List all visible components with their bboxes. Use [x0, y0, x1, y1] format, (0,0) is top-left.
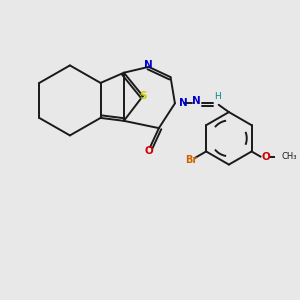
Text: O: O [144, 146, 153, 157]
Text: O: O [261, 152, 270, 162]
Text: N: N [179, 98, 188, 108]
Text: S: S [139, 91, 147, 101]
Text: Br: Br [185, 155, 197, 165]
Text: CH₃: CH₃ [281, 152, 297, 161]
Text: H: H [214, 92, 220, 101]
Text: N: N [144, 60, 153, 70]
Text: N: N [192, 96, 201, 106]
